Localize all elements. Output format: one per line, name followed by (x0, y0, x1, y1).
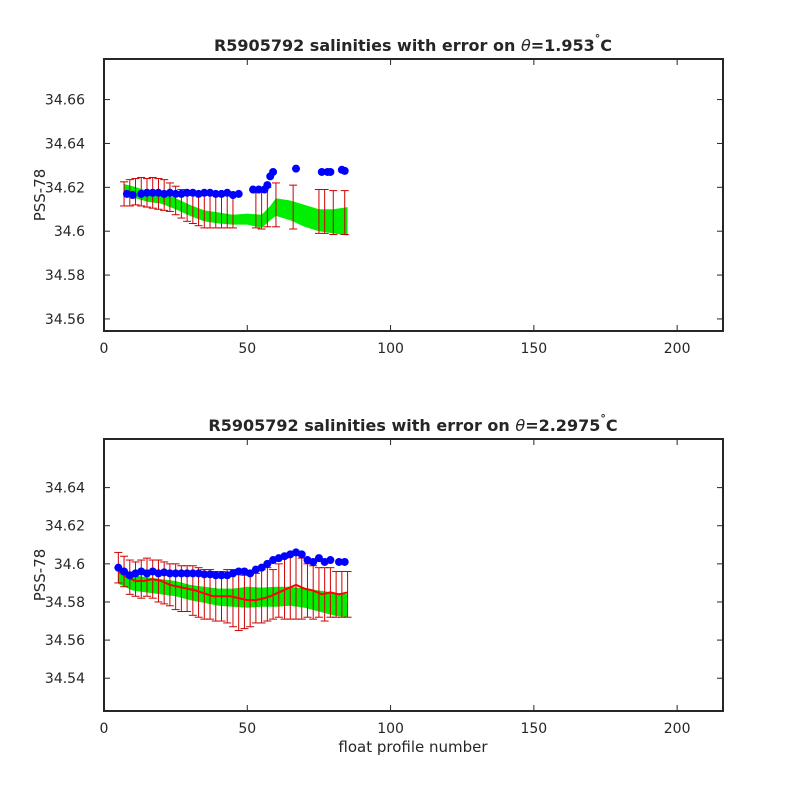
bottom-error-bar (274, 563, 283, 618)
top-axes-frame (103, 58, 724, 332)
bottom-error-bar (131, 561, 140, 597)
top-data-point (254, 185, 263, 194)
top-error-bar (131, 178, 140, 206)
top-data-point (269, 167, 278, 176)
top-data-point (183, 188, 192, 197)
top-data-point (234, 189, 243, 198)
bottom-y-axis-label: PSS-78 (31, 549, 49, 602)
bottom-data-point (120, 567, 129, 576)
bottom-x-tick-label: 0 (100, 721, 109, 737)
top-x-tick-label: 200 (664, 341, 691, 357)
bottom-y-tick-label: 34.62 (45, 519, 85, 535)
bottom-x-tick-label: 100 (377, 721, 404, 737)
top-error-bar (165, 182, 174, 212)
bottom-y-tick-label: 34.58 (45, 595, 85, 611)
top-error-bar (320, 189, 329, 234)
bottom-axes-frame (103, 438, 724, 712)
top-error-bar (340, 190, 349, 235)
top-y-tick-label: 34.62 (45, 180, 85, 196)
bottom-data-point (257, 563, 266, 572)
bottom-x-tick-label: 150 (520, 721, 547, 737)
bottom-data-point (314, 554, 323, 563)
bottom-x-tick-label: 200 (664, 721, 691, 737)
bottom-y-tick-label: 34.54 (45, 671, 85, 687)
bottom-data-point (334, 557, 343, 566)
top-panel: R5905792 salinities with error on θ=1.95… (31, 32, 724, 357)
top-error-band (124, 184, 348, 236)
top-error-bar (329, 190, 338, 235)
bottom-data-point (177, 569, 186, 578)
bottom-data-point (165, 569, 174, 578)
top-ticks: 0 50 100 150 200 34.56 34.58 34.6 34.62 34.64 34.6… (45, 59, 723, 357)
bottom-y-tick-label: 34.56 (45, 633, 85, 649)
top-data-point (171, 189, 180, 198)
top-data-point (326, 167, 335, 176)
top-y-tick-label: 34.58 (45, 268, 85, 284)
bottom-data-point (211, 571, 220, 580)
bottom-x-axis-label: float profile number (338, 738, 488, 756)
bottom-y-tick-label: 34.64 (45, 481, 85, 497)
top-data-point (142, 188, 151, 197)
bottom-data-point (340, 557, 349, 566)
top-error-bar (289, 184, 298, 230)
bottom-panel: R5905792 salinities with error on θ=2.29… (31, 412, 724, 756)
top-y-axis-label: PSS-78 (31, 169, 49, 222)
bottom-data-point (246, 569, 255, 578)
bottom-data-point (234, 567, 243, 576)
top-x-tick-label: 50 (238, 341, 256, 357)
top-data-point (249, 185, 258, 194)
top-plot-area (120, 164, 349, 236)
top-x-tick-label: 150 (520, 341, 547, 357)
bottom-data-point (183, 569, 192, 578)
bottom-plot-area (114, 548, 352, 632)
bottom-data-point (326, 556, 335, 565)
top-x-tick-label: 0 (100, 341, 109, 357)
bottom-x-tick-label: 50 (238, 721, 256, 737)
bottom-error-bar (343, 570, 352, 618)
top-data-point (211, 189, 220, 198)
bottom-mapped-salinity-line (117, 570, 348, 602)
top-data-point (317, 167, 326, 176)
top-data-point (200, 188, 209, 197)
bottom-data-point (171, 569, 180, 578)
bottom-data-point (309, 557, 318, 566)
bottom-data-point (188, 569, 197, 578)
bottom-chart-title: R5905792 salinities with error on θ=2.29… (208, 412, 617, 435)
top-data-point (148, 188, 157, 197)
top-data-point (340, 166, 349, 175)
bottom-data-point (200, 570, 209, 579)
bottom-error-bar (137, 559, 146, 599)
bottom-data-point (114, 563, 123, 572)
top-data-point (263, 181, 272, 190)
top-data-point (128, 191, 137, 199)
bottom-data-point (217, 571, 226, 580)
top-data-point (292, 164, 301, 173)
bottom-ticks: 0 50 100 150 200 34.54 34.56 34.58 34.6 34.62 34.6… (45, 439, 723, 737)
top-y-tick-label: 34.66 (45, 93, 85, 109)
bottom-data-point (297, 550, 306, 559)
top-x-tick-label: 100 (377, 341, 404, 357)
bottom-y-tick-label: 34.6 (54, 557, 85, 573)
top-y-tick-label: 34.6 (54, 224, 85, 240)
bottom-data-point (263, 559, 272, 568)
top-error-bar (271, 182, 280, 228)
top-y-tick-label: 34.64 (45, 136, 85, 152)
top-chart-title: R5905792 salinities with error on θ=1.95… (214, 32, 612, 55)
top-y-tick-label: 34.56 (45, 312, 85, 328)
